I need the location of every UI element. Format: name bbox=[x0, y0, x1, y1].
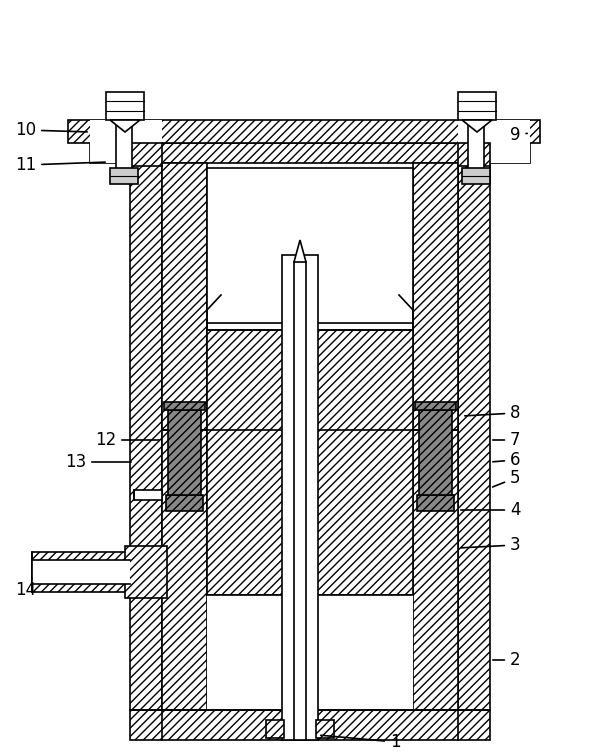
Text: 11: 11 bbox=[15, 156, 105, 174]
Polygon shape bbox=[294, 240, 306, 262]
Text: 3: 3 bbox=[461, 536, 521, 554]
Text: 1: 1 bbox=[321, 733, 401, 751]
Bar bbox=[130, 710, 490, 740]
Bar bbox=[207, 330, 413, 710]
Polygon shape bbox=[110, 120, 140, 132]
Bar bbox=[419, 410, 452, 495]
Bar bbox=[32, 560, 130, 584]
Bar bbox=[125, 546, 167, 598]
Bar bbox=[116, 120, 132, 183]
Bar bbox=[162, 330, 207, 710]
Bar bbox=[162, 163, 458, 710]
Bar bbox=[468, 120, 484, 183]
Text: 14: 14 bbox=[15, 578, 36, 599]
Bar bbox=[32, 552, 130, 592]
Bar bbox=[162, 163, 207, 430]
Bar bbox=[316, 720, 334, 738]
Bar bbox=[207, 330, 413, 595]
Text: 13: 13 bbox=[65, 453, 131, 471]
Bar bbox=[90, 143, 530, 163]
Bar bbox=[110, 168, 138, 184]
Bar bbox=[282, 255, 318, 740]
Bar bbox=[417, 495, 454, 511]
Bar bbox=[134, 490, 162, 500]
Bar bbox=[413, 163, 458, 430]
Bar bbox=[266, 720, 284, 738]
Bar bbox=[458, 163, 490, 710]
Text: 9: 9 bbox=[510, 126, 527, 144]
Bar bbox=[415, 402, 456, 410]
Text: 2: 2 bbox=[493, 651, 521, 669]
Bar bbox=[106, 92, 144, 120]
Bar bbox=[130, 163, 162, 710]
Bar bbox=[462, 168, 490, 184]
Bar bbox=[458, 143, 490, 166]
Bar bbox=[130, 143, 162, 166]
Bar bbox=[413, 330, 458, 710]
Bar bbox=[458, 120, 530, 163]
Bar bbox=[207, 163, 413, 430]
Text: 5: 5 bbox=[493, 469, 521, 487]
Text: 6: 6 bbox=[493, 451, 521, 469]
Polygon shape bbox=[462, 120, 492, 132]
Text: 12: 12 bbox=[95, 431, 159, 449]
Bar bbox=[458, 92, 496, 120]
Bar bbox=[168, 410, 201, 495]
Bar bbox=[166, 495, 203, 511]
Bar bbox=[90, 120, 162, 163]
Bar bbox=[207, 595, 413, 710]
Bar bbox=[164, 402, 205, 410]
Text: 8: 8 bbox=[465, 404, 521, 422]
Bar bbox=[68, 120, 540, 143]
Text: 10: 10 bbox=[15, 121, 87, 139]
Text: 4: 4 bbox=[461, 501, 521, 519]
Bar bbox=[207, 168, 413, 323]
Text: 7: 7 bbox=[493, 431, 521, 449]
